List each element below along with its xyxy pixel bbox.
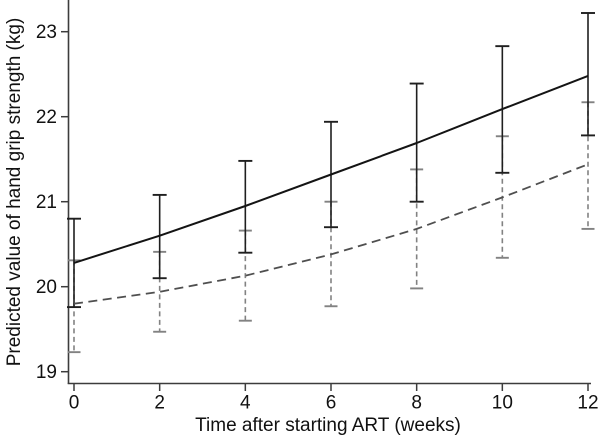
plot-layer: 19 20 21 22 23 0 2 4 6 8 10 12 — [36, 0, 599, 414]
x-tick-label: 2 — [154, 393, 165, 414]
y-tick-label: 20 — [36, 277, 57, 298]
y-tick-label: 19 — [36, 362, 57, 383]
y-tick-label: 23 — [36, 22, 57, 43]
series-line-dashed-group — [73, 163, 589, 305]
series-line-solid-group — [73, 74, 589, 264]
x-tick-label: 6 — [326, 393, 337, 414]
y-axis-title: Predicted value of hand grip strength (k… — [4, 18, 25, 367]
x-tick-label: 10 — [492, 393, 513, 414]
y-tick-label: 22 — [36, 107, 57, 128]
x-axis-title: Time after starting ART (weeks) — [195, 415, 461, 436]
x-tick-label: 0 — [69, 393, 80, 414]
x-tick-label: 12 — [577, 393, 598, 414]
x-tick-label: 8 — [411, 393, 422, 414]
y-tick-label: 21 — [36, 192, 57, 213]
x-tick-label: 4 — [240, 393, 251, 414]
